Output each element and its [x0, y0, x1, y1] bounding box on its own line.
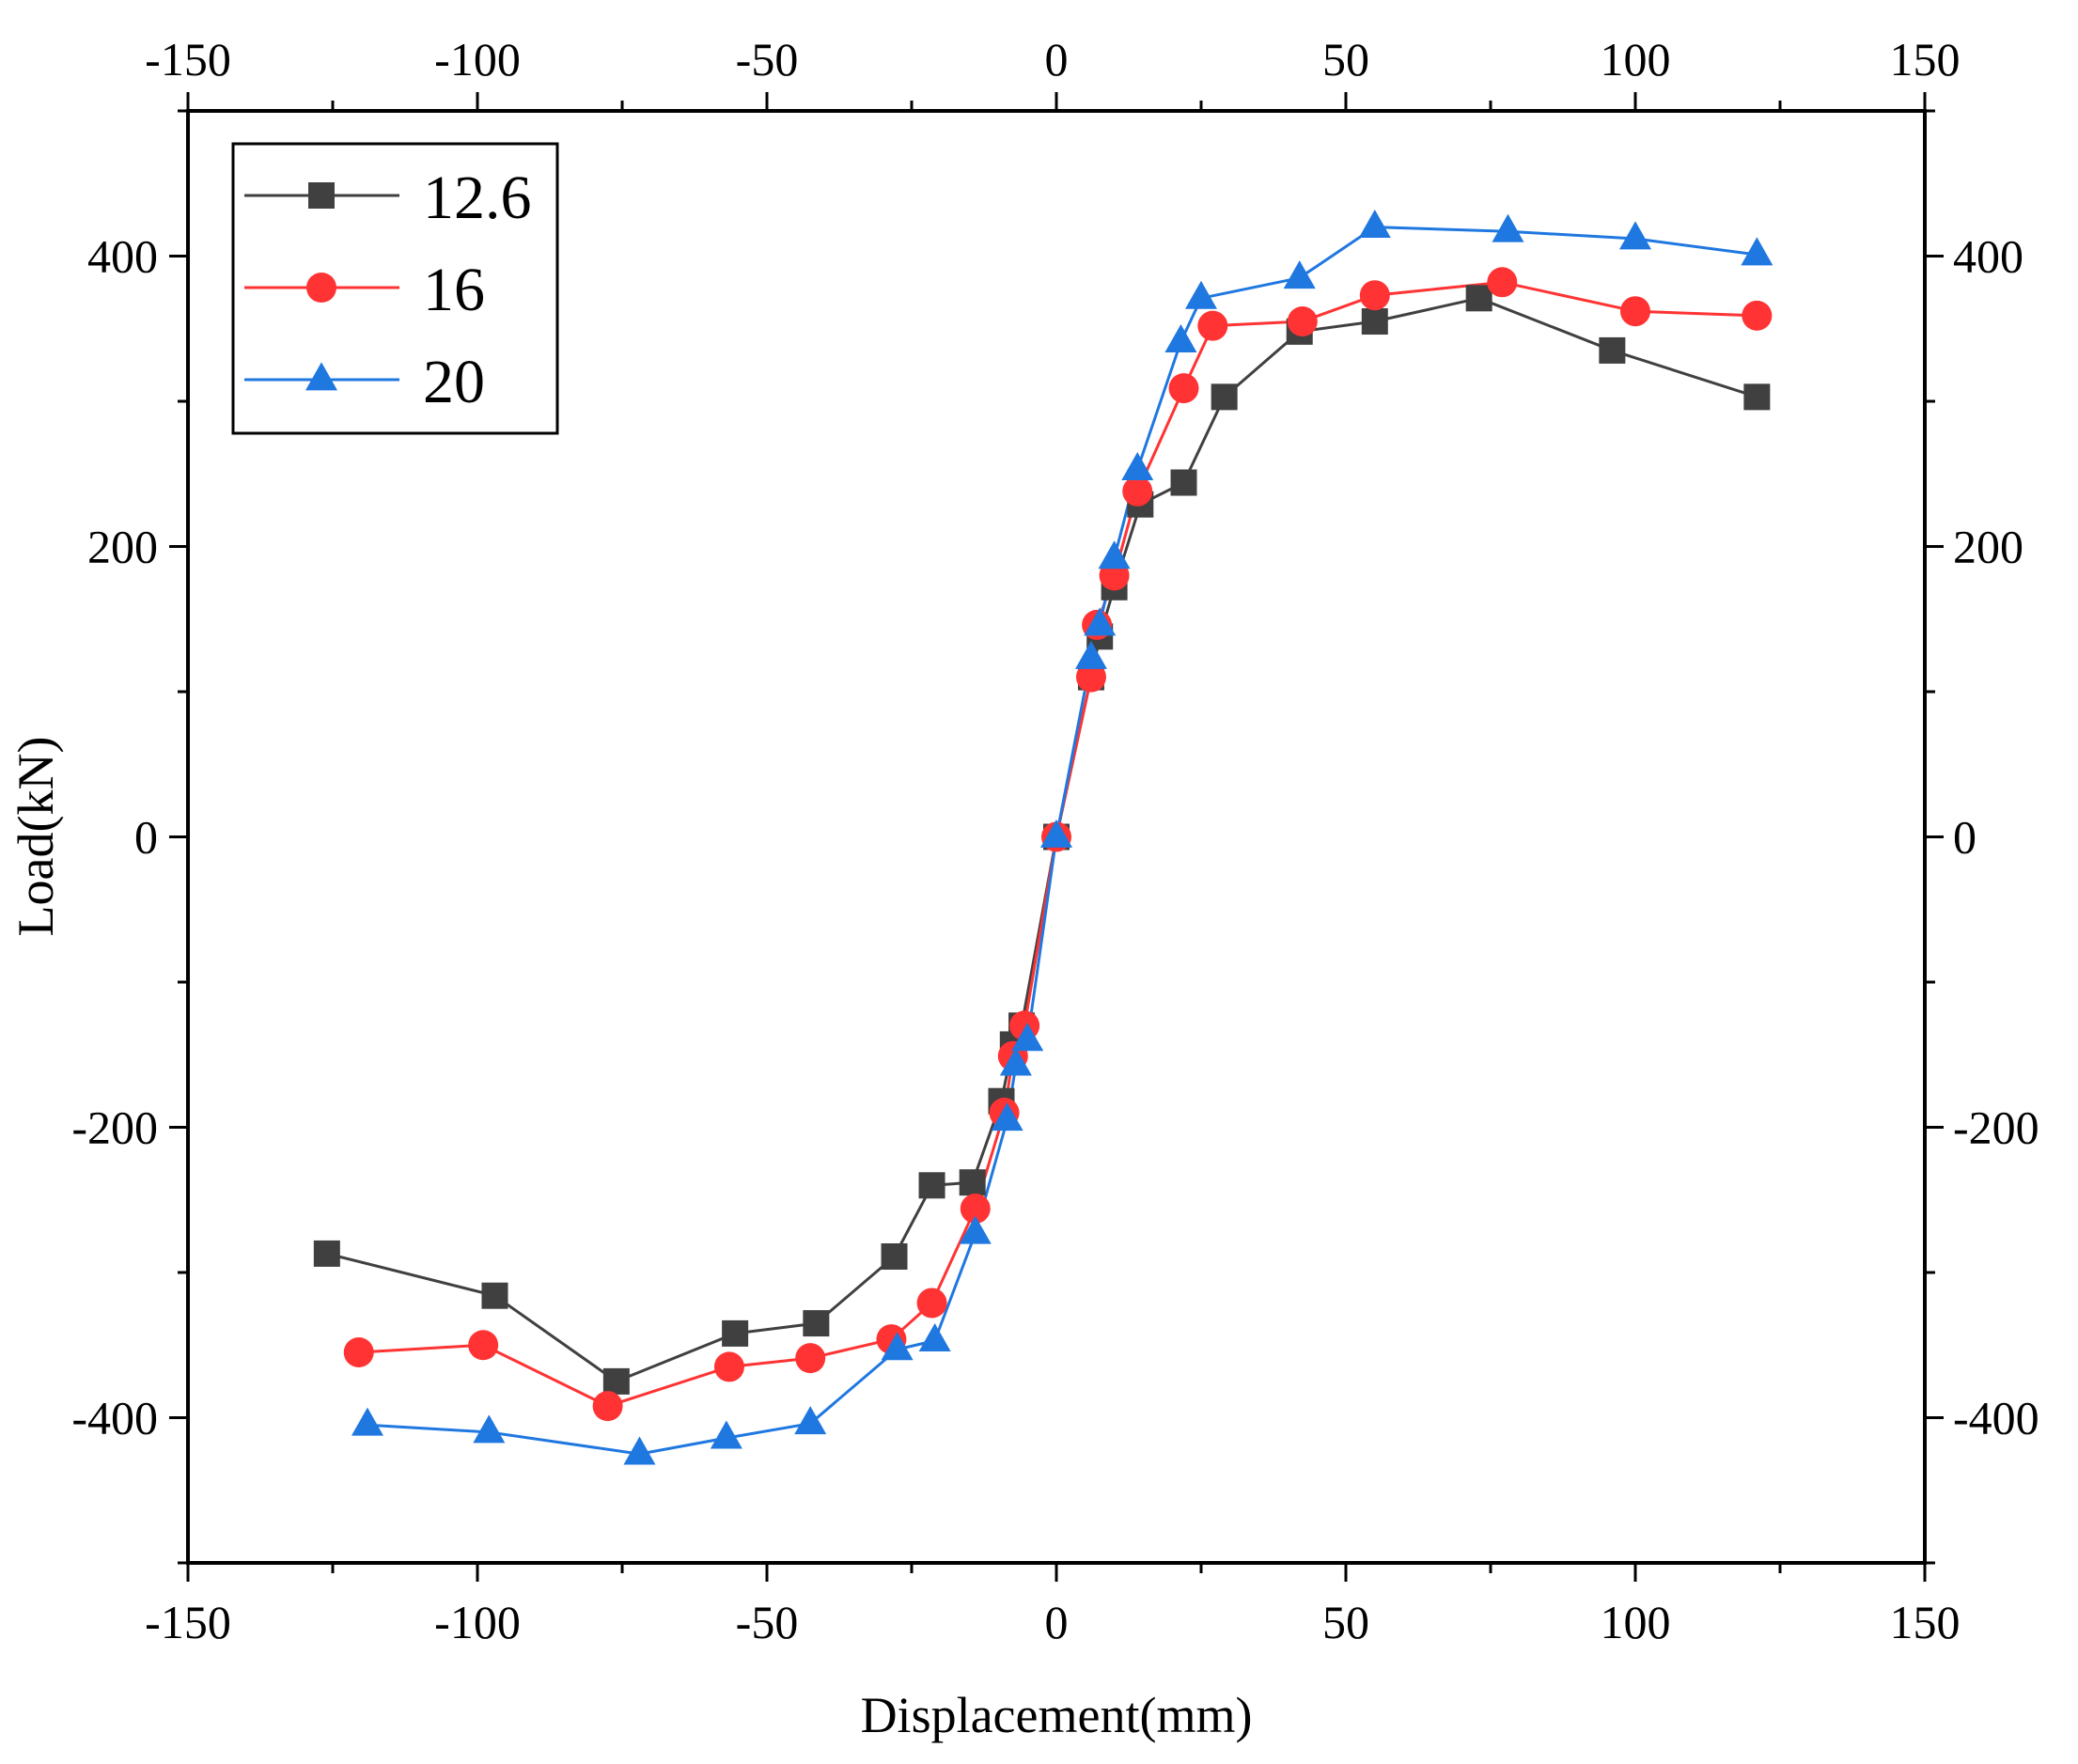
x-tick-label-top: -100 [434, 33, 521, 86]
x-tick-label-bottom: 150 [1890, 1596, 1961, 1648]
y-axis-title: Load(kN) [8, 737, 64, 937]
data-point-1-15 [1122, 476, 1153, 507]
x-tick-label-bottom: -150 [145, 1596, 231, 1648]
y-tick-label-left: -200 [71, 1101, 158, 1154]
x-tick-label-bottom: 0 [1045, 1596, 1069, 1648]
data-point-2-2 [623, 1436, 656, 1465]
data-point-0-3 [722, 1319, 749, 1347]
x-tick-label-bottom: 100 [1601, 1596, 1671, 1648]
data-point-1-20 [1487, 267, 1518, 298]
legend-marker-2 [305, 362, 337, 391]
data-point-1-17 [1197, 310, 1228, 341]
data-point-1-3 [713, 1351, 744, 1382]
data-point-0-0 [313, 1240, 340, 1267]
legend: 12.6 16 20 [231, 142, 559, 435]
data-point-2-12 [1074, 640, 1107, 669]
data-point-2-9 [999, 1047, 1032, 1076]
data-point-2-14 [1098, 540, 1131, 570]
y-tick-label-left: 0 [134, 811, 158, 864]
data-point-0-1 [481, 1282, 508, 1309]
data-point-1-16 [1168, 373, 1199, 404]
legend-marker-1 [306, 273, 336, 303]
x-tick-label-bottom: -100 [434, 1596, 521, 1648]
data-point-1-12 [1075, 662, 1106, 693]
data-point-1-2 [592, 1391, 623, 1422]
data-point-0-16 [1170, 469, 1197, 496]
data-point-2-10 [1011, 1022, 1044, 1052]
data-point-2-6 [918, 1323, 951, 1352]
data-point-2-5 [881, 1332, 914, 1361]
data-point-1-21 [1620, 296, 1650, 327]
data-point-2-19 [1358, 210, 1391, 238]
data-point-0-21 [1599, 336, 1626, 364]
legend-entries: 12.6 16 20 [244, 164, 532, 416]
y-tick-label-left: -400 [71, 1392, 158, 1444]
data-point-2-17 [1185, 280, 1217, 309]
legend-label-1: 16 [423, 256, 485, 324]
axis-tick-labels: -150 -150 -100 -100 -50 -50 0 0 50 50 100 100 150 150… [71, 33, 2039, 1648]
x-tick-label-bottom: 50 [1322, 1596, 1369, 1648]
x-tick-label-top: 50 [1322, 33, 1369, 86]
x-axis-title: Displacement(mm) [861, 1687, 1253, 1743]
data-point-0-6 [918, 1172, 945, 1199]
data-point-1-7 [960, 1194, 991, 1225]
legend-label-0: 12.6 [423, 164, 532, 232]
x-tick-label-bottom: -50 [736, 1596, 799, 1648]
x-tick-label-top: 100 [1601, 33, 1671, 86]
legend-marker-0 [308, 182, 335, 209]
data-point-1-1 [468, 1330, 499, 1361]
data-point-2-22 [1741, 237, 1773, 266]
data-point-0-20 [1465, 285, 1492, 312]
y-tick-label-right: -200 [1953, 1101, 2039, 1154]
series-markers [313, 210, 1773, 1465]
axis-ticks [169, 92, 1944, 1582]
data-point-2-3 [710, 1420, 742, 1449]
data-point-2-15 [1121, 452, 1154, 481]
data-point-2-21 [1619, 221, 1651, 250]
y-tick-label-right: 400 [1953, 230, 2023, 283]
data-point-2-8 [991, 1102, 1023, 1132]
data-point-2-0 [351, 1407, 383, 1436]
data-point-1-22 [1742, 300, 1773, 331]
y-tick-label-right: 0 [1953, 811, 1976, 864]
x-tick-label-top: -50 [736, 33, 799, 86]
y-tick-label-left: 200 [87, 521, 158, 573]
data-point-0-19 [1361, 308, 1388, 336]
data-point-2-7 [959, 1215, 992, 1244]
y-tick-label-left: 400 [87, 230, 158, 283]
x-tick-label-top: 150 [1890, 33, 1961, 86]
data-point-2-20 [1492, 213, 1524, 242]
data-point-0-2 [602, 1367, 630, 1395]
x-tick-label-top: -150 [145, 33, 231, 86]
data-point-0-5 [881, 1243, 908, 1271]
data-point-0-17 [1211, 383, 1238, 411]
data-point-2-11 [1040, 819, 1072, 848]
data-point-2-1 [473, 1414, 506, 1444]
legend-label-2: 20 [423, 348, 485, 416]
data-point-0-22 [1743, 383, 1771, 411]
data-point-2-4 [794, 1406, 827, 1435]
y-tick-label-right: -400 [1953, 1392, 2039, 1444]
data-point-1-4 [795, 1343, 826, 1374]
data-point-1-18 [1287, 306, 1318, 337]
y-tick-label-right: 200 [1953, 521, 2023, 573]
series-markers-2 [351, 210, 1773, 1465]
data-point-1-6 [916, 1288, 947, 1319]
data-point-0-4 [803, 1310, 830, 1337]
data-point-2-13 [1084, 607, 1117, 636]
data-point-2-18 [1283, 260, 1316, 289]
x-tick-label-top: 0 [1045, 33, 1069, 86]
data-point-2-16 [1164, 324, 1197, 353]
data-point-1-0 [343, 1336, 374, 1367]
data-point-0-7 [959, 1169, 986, 1196]
data-point-1-19 [1359, 280, 1390, 311]
